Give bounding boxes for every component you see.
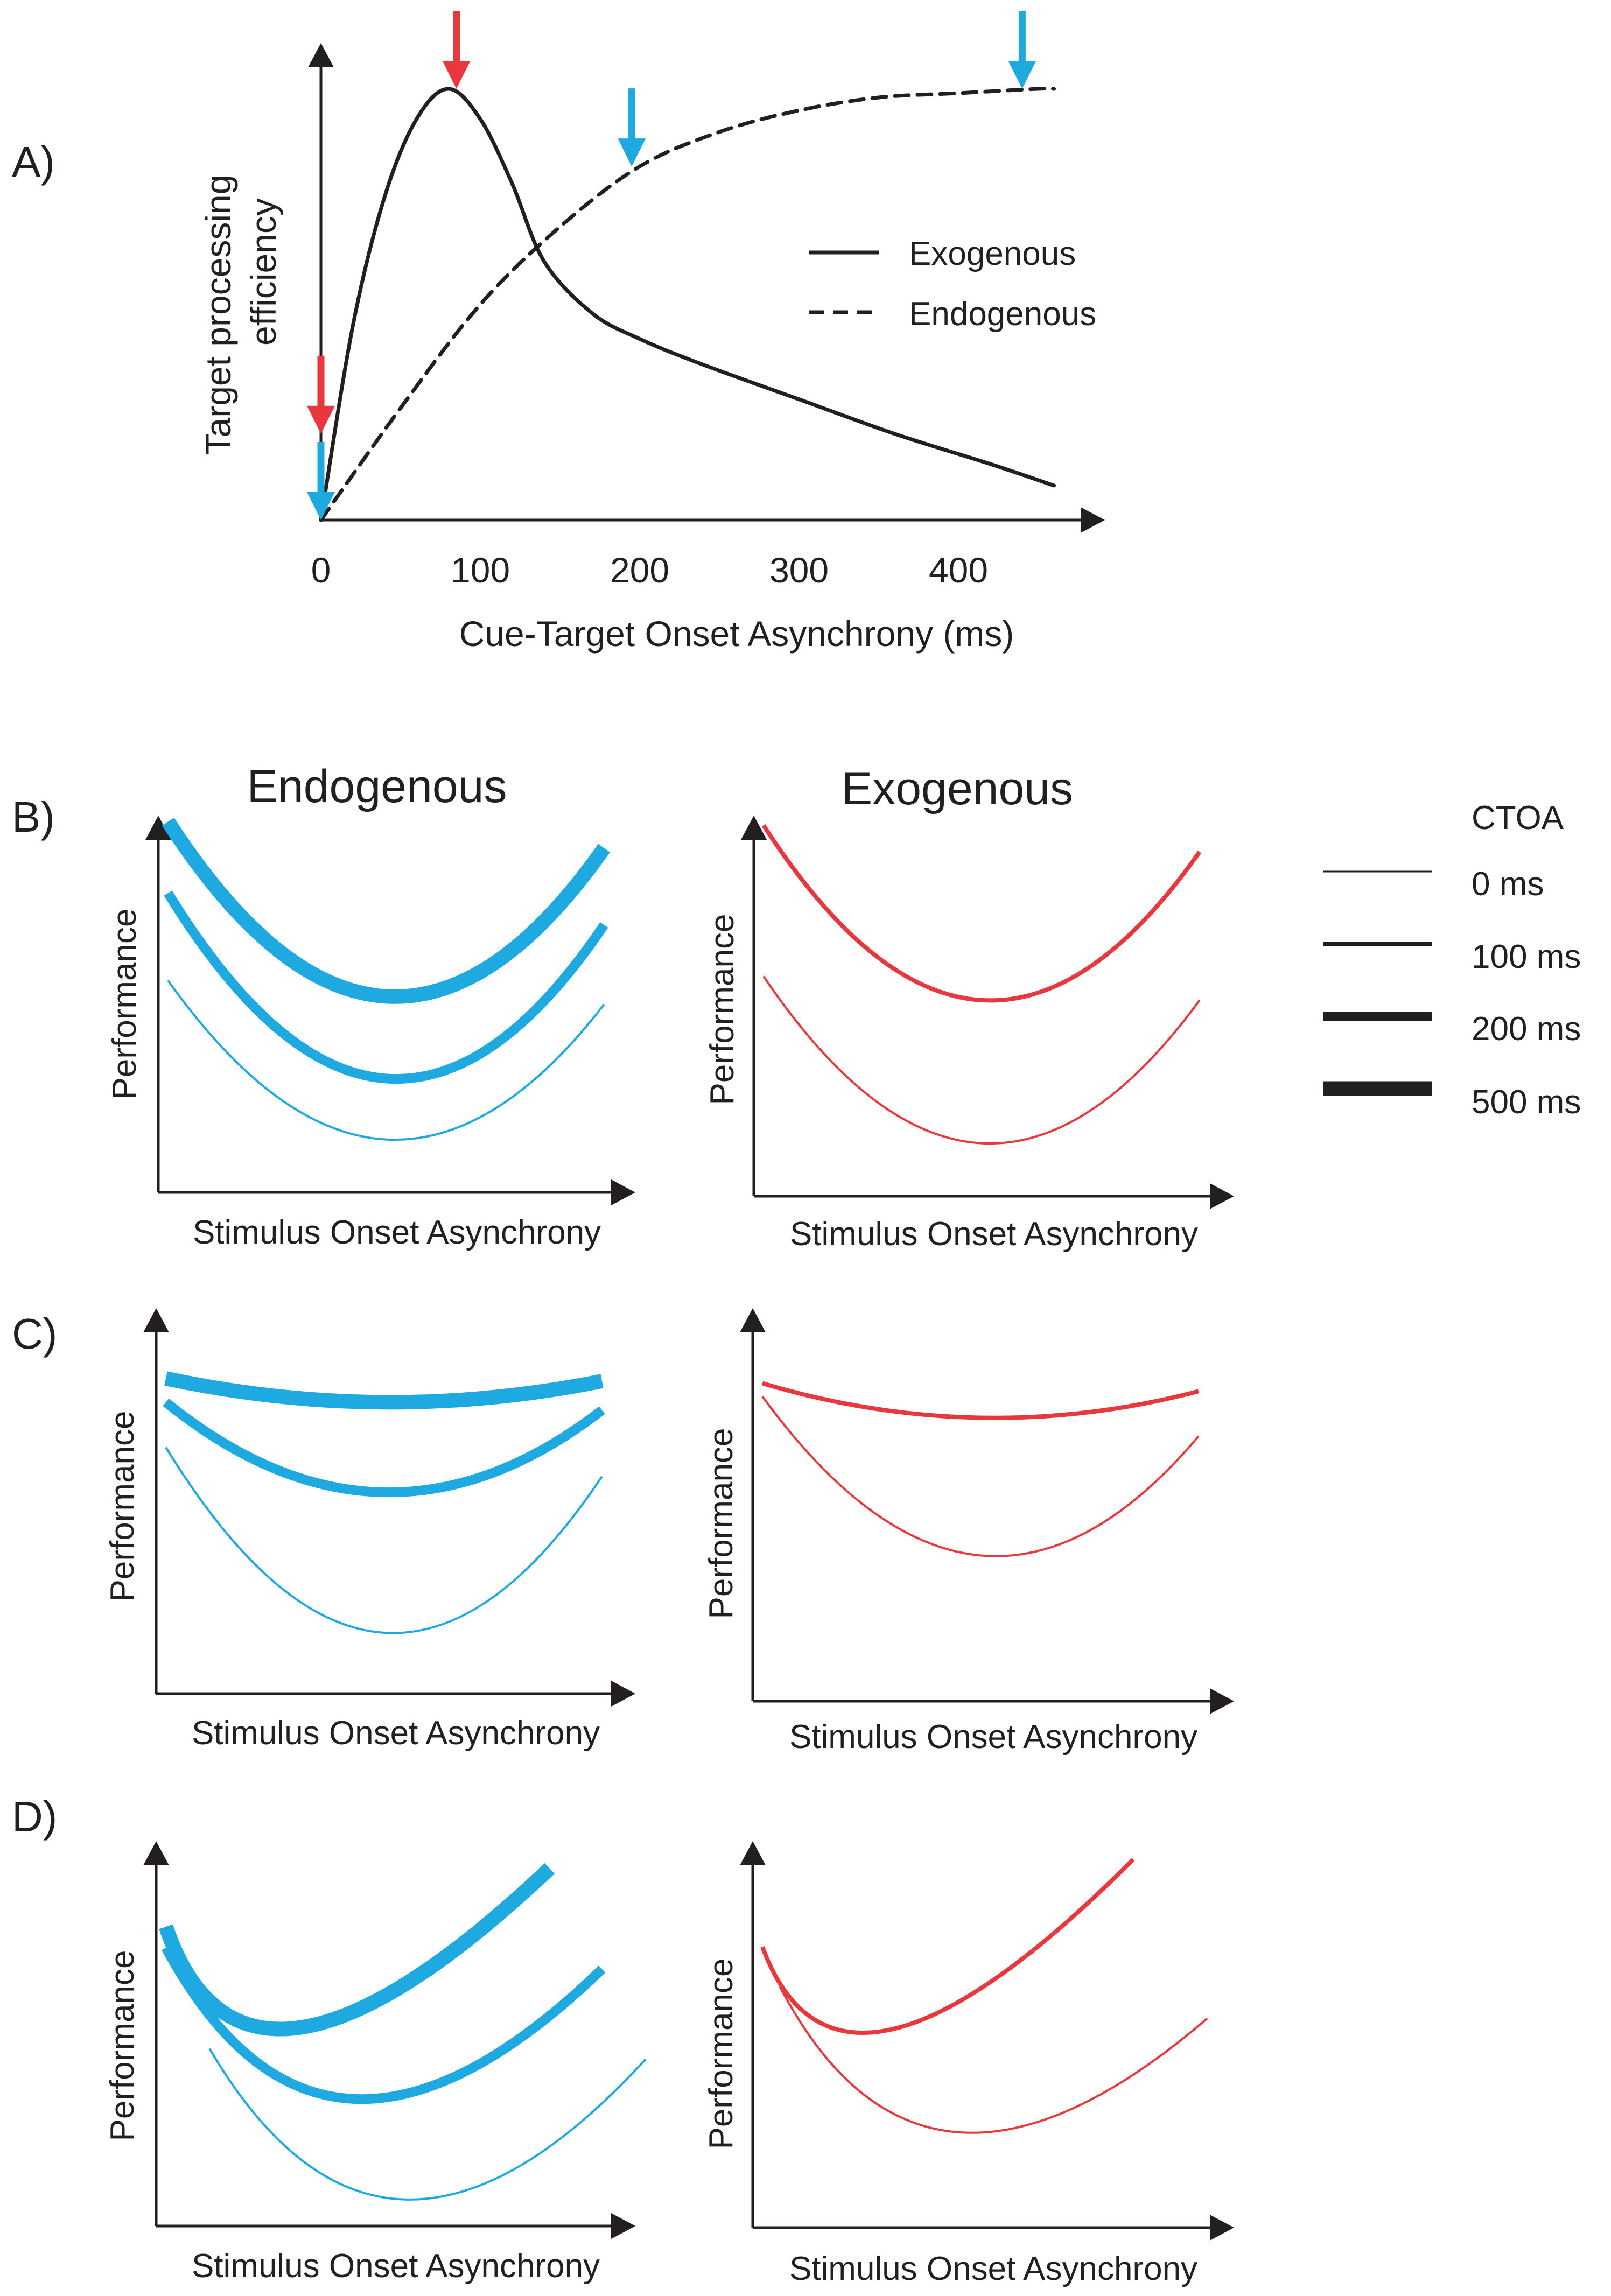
small-d-exo-y-axis-label: Performance <box>703 1958 740 2150</box>
panel-a-series-endogenous <box>319 86 1056 522</box>
panel-a-arrow-exogenous-early <box>307 355 335 434</box>
ctoa-legend-label-200ms: 200 ms <box>1472 1010 1581 1048</box>
small-d-exo-series-0ms <box>779 1986 1208 2134</box>
small-d-endo-series-200ms <box>162 1946 606 2104</box>
small-b-exo-y-axis-label: Performance <box>704 914 741 1105</box>
ctoa-legend: CTOA 0 ms 100 ms 200 ms 500 ms <box>1323 799 1581 1121</box>
small-c-endo-y-axis-arrowhead <box>143 1308 169 1332</box>
small-c-endo-y-axis-label: Performance <box>104 1411 141 1602</box>
panel-b-exogenous-chart: Performance Stimulus Onset Asynchrony <box>704 816 1234 1253</box>
panel-a-arrow-exogenous-peak <box>442 11 471 89</box>
small-c-exo-x-axis-label: Stimulus Onset Asynchrony <box>789 1718 1197 1756</box>
panel-a-x-ticks: 0 100 200 300 400 <box>311 550 988 590</box>
small-b-exo-x-axis-arrowhead <box>1210 1183 1234 1209</box>
ctoa-legend-title: CTOA <box>1472 799 1564 837</box>
small-d-endo-series-500ms <box>159 1863 555 2037</box>
panel-b-endogenous-chart: Performance Stimulus Onset Asynchrony <box>106 816 635 1251</box>
small-b-endo-series-0ms <box>167 980 605 1141</box>
panel-a-chart: 0 100 200 300 400 Cue-Target Onset Asynchron… <box>198 11 1105 654</box>
ctoa-legend-label-100ms: 100 ms <box>1472 938 1581 975</box>
small-d-endo-x-axis-label: Stimulus Onset Asynchrony <box>192 2248 600 2285</box>
small-c-exo-y-axis-label: Performance <box>703 1428 740 1619</box>
small-c-endo-series-200ms <box>163 1398 605 1498</box>
small-c-exo-y-axis-arrowhead <box>740 1308 766 1332</box>
small-b-endo-y-axis-label: Performance <box>106 909 143 1100</box>
legend-exogenous-label: Exogenous <box>909 235 1076 272</box>
panel-d-exogenous-chart: Performance Stimulus Onset Asynchrony <box>703 1841 1234 2287</box>
panel-c-exogenous-chart: Performance Stimulus Onset Asynchrony <box>703 1308 1234 1756</box>
small-d-endo-y-axis-arrowhead <box>143 1841 169 1865</box>
small-c-endo-series-500ms <box>164 1371 604 1410</box>
panel-a-arrow-endogenous-early <box>307 442 335 520</box>
legend-endogenous-label: Endogenous <box>909 296 1096 333</box>
small-b-exo-series-100ms <box>761 824 1202 1003</box>
panel-letter-b: B) <box>12 793 55 841</box>
small-b-endo-x-axis-arrowhead <box>611 1179 635 1205</box>
panel-letter-d: D) <box>12 1793 57 1841</box>
panel-a-y-axis-label-line-2: efficiency <box>243 198 283 346</box>
panel-d-endogenous-chart: Performance Stimulus Onset Asynchrony <box>104 1841 647 2285</box>
small-c-endo-series-0ms <box>165 1447 603 1634</box>
small-d-endo-series-0ms <box>208 2048 647 2201</box>
panel-a-x-tick-400: 400 <box>929 550 988 590</box>
small-b-exo-series-0ms <box>762 975 1201 1145</box>
small-d-exo-x-axis-label: Stimulus Onset Asynchrony <box>789 2250 1197 2287</box>
small-d-exo-series-100ms <box>760 1858 1135 2035</box>
column-title-endogenous: Endogenous <box>247 761 507 812</box>
small-b-exo-y-axis-arrowhead <box>741 816 767 840</box>
small-d-endo-x-axis-arrowhead <box>611 2213 635 2239</box>
panel-a-legend: Exogenous Endogenous <box>809 235 1096 333</box>
small-d-exo-x-axis-arrowhead <box>1210 2215 1234 2241</box>
column-title-exogenous: Exogenous <box>842 763 1073 815</box>
panel-a-arrow-markers <box>307 11 1036 520</box>
panel-a-series-exogenous <box>319 87 1056 522</box>
small-c-endo-x-axis-label: Stimulus Onset Asynchrony <box>192 1715 600 1752</box>
arrow-head <box>1008 61 1036 89</box>
panel-a-y-axis-arrowhead <box>308 43 334 67</box>
panel-letter-c: C) <box>12 1310 57 1358</box>
small-d-exo-y-axis-arrowhead <box>740 1841 766 1865</box>
panel-a-x-tick-300: 300 <box>769 550 829 590</box>
arrow-head <box>442 61 471 89</box>
small-b-endo-y-axis-arrowhead <box>145 816 171 840</box>
panel-c-endogenous-chart: Performance Stimulus Onset Asynchrony <box>104 1308 635 1752</box>
small-c-exo-series-0ms <box>761 1396 1200 1557</box>
panel-a-arrow-endogenous-late <box>1008 11 1036 89</box>
panel-a-arrow-endogenous-mid <box>618 88 646 167</box>
panel-a-x-tick-200: 200 <box>610 550 669 590</box>
arrow-head <box>307 492 335 520</box>
arrow-head <box>307 405 335 434</box>
panel-a-x-axis-label: Cue-Target Onset Asynchrony (ms) <box>459 614 1014 654</box>
ctoa-legend-label-0ms: 0 ms <box>1472 866 1544 903</box>
panel-a-x-tick-100: 100 <box>451 550 510 590</box>
panel-a-x-axis-arrowhead <box>1081 507 1105 533</box>
small-c-exo-series-100ms <box>761 1381 1200 1420</box>
ctoa-legend-label-500ms: 500 ms <box>1472 1084 1581 1121</box>
panel-a-series <box>319 86 1056 522</box>
small-b-endo-x-axis-label: Stimulus Onset Asynchrony <box>193 1214 601 1251</box>
small-c-exo-x-axis-arrowhead <box>1210 1688 1234 1714</box>
small-b-endo-series-500ms <box>162 817 611 1004</box>
panel-letter-a: A) <box>12 138 55 186</box>
arrow-head <box>618 138 646 167</box>
small-b-exo-x-axis-label: Stimulus Onset Asynchrony <box>790 1216 1198 1253</box>
panel-a-axes <box>308 43 1105 533</box>
small-d-endo-y-axis-label: Performance <box>104 1950 141 2141</box>
small-b-endo-series-200ms <box>164 890 608 1084</box>
panel-a-y-axis-label-line-1: Target processing <box>198 175 238 455</box>
panel-a-x-tick-0: 0 <box>311 550 331 590</box>
small-c-endo-x-axis-arrowhead <box>611 1681 635 1707</box>
